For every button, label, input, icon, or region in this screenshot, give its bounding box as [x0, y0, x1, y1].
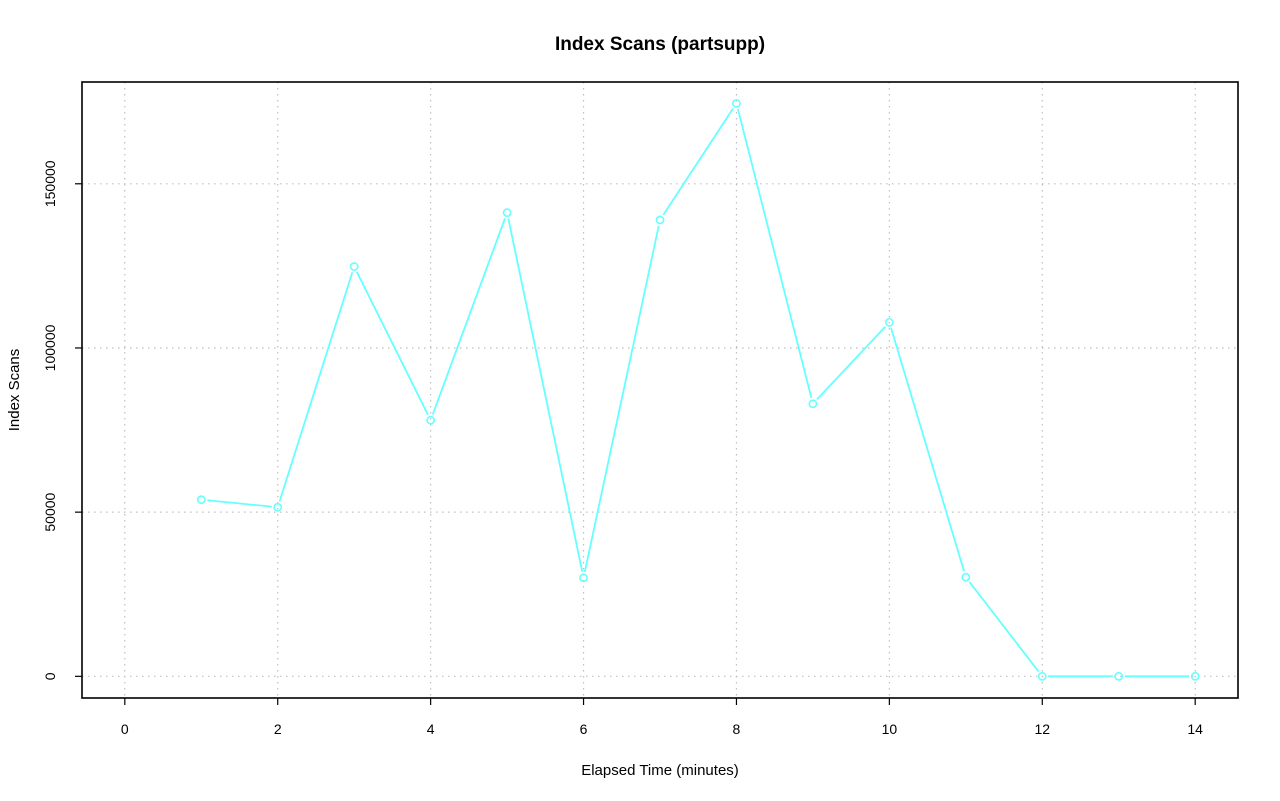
x-tick-label: 14	[1187, 721, 1203, 737]
chart-title: Index Scans (partsupp)	[555, 34, 765, 55]
y-tick-label: 100000	[42, 324, 58, 371]
x-tick-label: 4	[427, 721, 435, 737]
x-tick-label: 10	[882, 721, 898, 737]
data-point	[502, 208, 512, 218]
series-line-segment	[737, 108, 813, 399]
data-point	[426, 415, 436, 425]
y-axis: 0 50000 100000 150000	[42, 160, 82, 680]
x-tick-label: 12	[1034, 721, 1050, 737]
y-axis-label: Index Scans	[6, 349, 23, 432]
x-axis-label: Elapsed Time (minutes)	[581, 762, 739, 779]
series-layer	[196, 98, 1200, 681]
data-point	[884, 317, 894, 327]
series-line-segment	[207, 499, 272, 508]
x-tick-label: 2	[274, 721, 282, 737]
grid-lines	[82, 82, 1238, 698]
data-point	[1037, 671, 1047, 681]
y-tick-label: 150000	[42, 160, 58, 207]
series-line-segment	[662, 107, 734, 216]
series-line-segment	[278, 271, 354, 502]
data-point	[349, 262, 359, 271]
data-point	[961, 572, 971, 582]
data-point	[732, 98, 741, 108]
x-axis: 0 2 4 6 8 10 12 14	[121, 698, 1203, 737]
series-line-segment	[890, 327, 965, 572]
series-line-segment	[968, 581, 1040, 673]
y-tick-label: 0	[42, 672, 58, 680]
series-line-segment	[431, 218, 506, 415]
series-line-segment	[356, 271, 429, 416]
data-point	[196, 495, 206, 505]
data-point	[273, 502, 283, 512]
data-point	[655, 215, 665, 225]
x-tick-label: 0	[121, 721, 129, 737]
data-point	[1190, 671, 1200, 681]
x-tick-label: 8	[733, 721, 741, 737]
y-tick-label: 50000	[42, 492, 58, 531]
series-line-segment	[816, 326, 886, 401]
series-line-segment	[583, 225, 660, 573]
x-tick-label: 6	[580, 721, 588, 737]
series-line-segment	[507, 218, 584, 573]
data-point	[579, 573, 588, 583]
data-point	[1114, 671, 1124, 681]
data-point	[808, 399, 818, 409]
plot-frame	[81, 81, 1239, 699]
